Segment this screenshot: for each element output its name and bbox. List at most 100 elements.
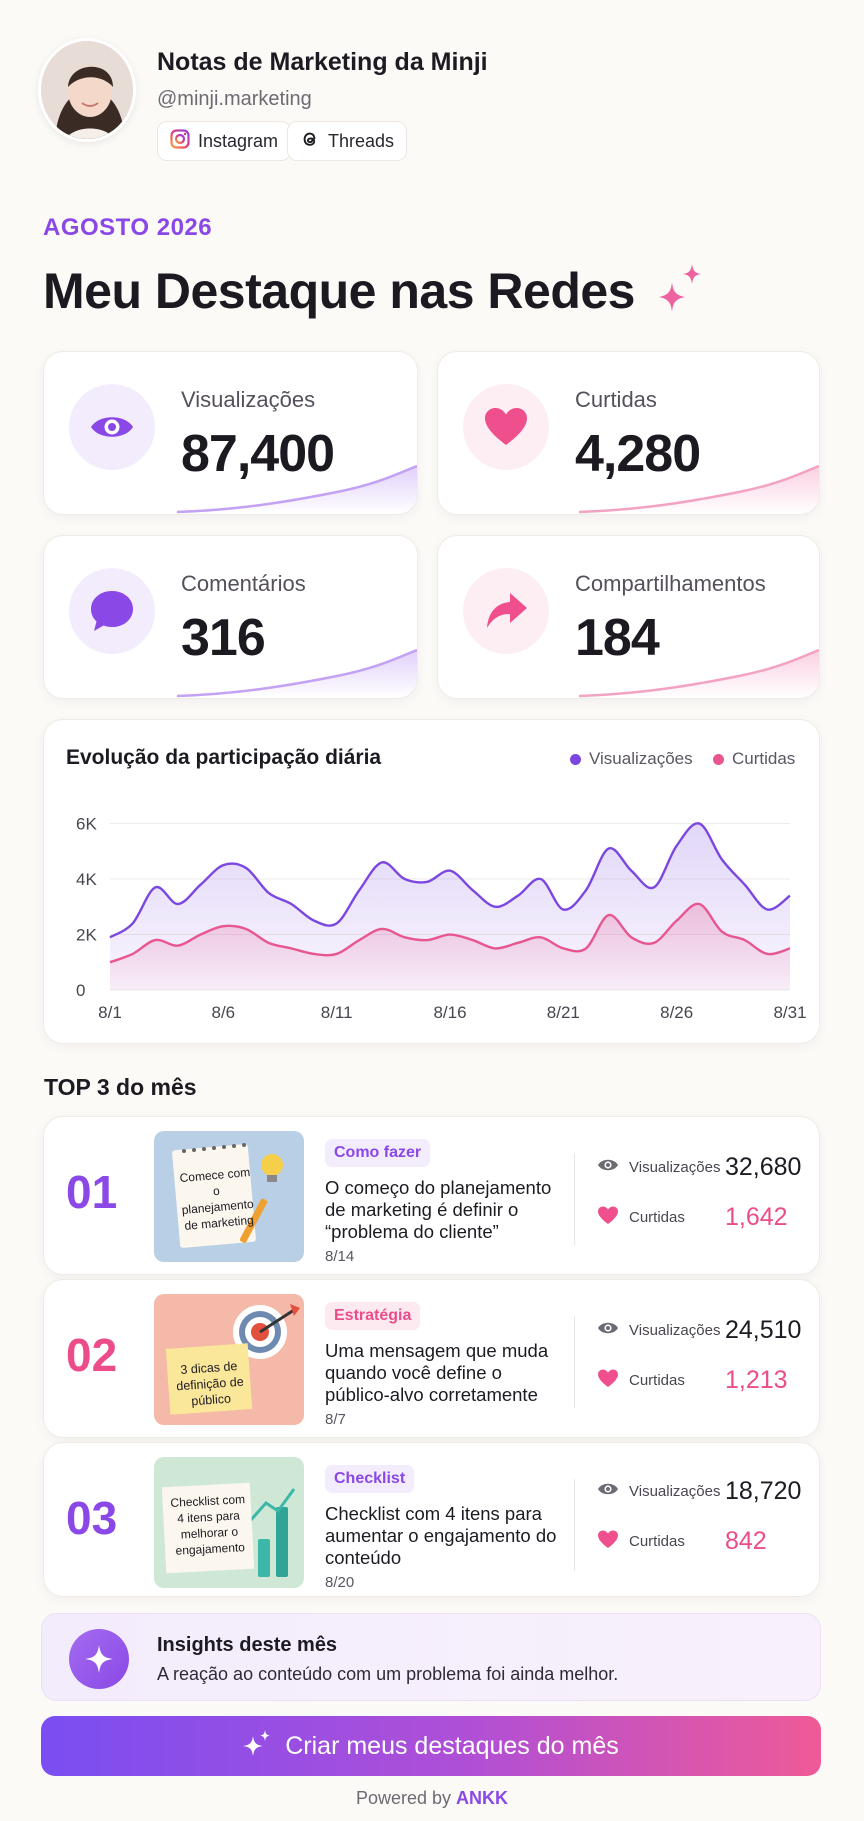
page-title-text: Meu Destaque nas Redes	[43, 263, 635, 320]
cta-label: Criar meus destaques do mês	[285, 1731, 619, 1760]
thumbnail-caption: Checklist com 4 itens para melhorar o en…	[170, 1492, 246, 1558]
sparkle-icon	[69, 1629, 129, 1689]
post-date: 8/20	[325, 1574, 355, 1591]
likes-stat: Curtidas 1,642	[597, 1203, 788, 1232]
thumbnail-caption: 3 dicas de definição de público	[175, 1359, 245, 1409]
top-item-card[interactable]: 03 Checklist com 4 itens para melhorar o…	[43, 1442, 820, 1597]
legend-item-likes: Curtidas	[713, 749, 795, 769]
likes-label: Curtidas	[629, 1209, 685, 1226]
post-thumbnail: Comece com o planejamento de marketing	[154, 1131, 304, 1262]
category-tag: Checklist	[325, 1465, 415, 1493]
instagram-link[interactable]: Instagram	[157, 121, 292, 161]
series-line-likes	[109, 902, 791, 964]
heart-icon	[597, 1529, 619, 1554]
legend-label: Visualizações	[589, 749, 693, 768]
x-tick-label: 8/26	[660, 1003, 693, 1022]
likes-value: 842	[725, 1527, 767, 1555]
powered-by: Powered by ANKK	[0, 1788, 864, 1809]
legend-label: Curtidas	[732, 749, 796, 768]
metric-card-likes: Curtidas 4,280	[437, 351, 820, 515]
threads-icon	[300, 129, 320, 154]
heart-icon	[597, 1368, 619, 1393]
likes-label: Curtidas	[629, 1372, 685, 1389]
post-date: 8/14	[325, 1248, 355, 1265]
threads-link[interactable]: Threads	[287, 121, 408, 161]
insight-title: Insights deste mês	[157, 1634, 338, 1656]
y-tick-label: 2K	[76, 926, 97, 945]
heart-icon	[463, 384, 549, 470]
insight-panel: Insights deste mês A reação ao conteúdo …	[41, 1613, 821, 1701]
profile-handle: @minji.marketing	[157, 88, 312, 110]
y-tick-label: 0	[76, 981, 85, 1000]
metric-label: Curtidas	[575, 387, 657, 412]
likes-label: Curtidas	[629, 1533, 685, 1550]
series-line-views	[109, 822, 791, 939]
x-tick-label: 8/21	[547, 1003, 580, 1022]
legend-dot	[713, 753, 724, 765]
chat-bubble-icon	[69, 568, 155, 654]
profile-name: Notas de Marketing da Minji	[157, 48, 488, 76]
report-month: AGOSTO 2026	[43, 214, 213, 241]
eye-icon	[597, 1157, 619, 1178]
legend-dot	[570, 753, 581, 765]
chart-title: Evolução da participação diária	[66, 746, 382, 769]
eye-icon	[597, 1320, 619, 1341]
rank-number: 01	[66, 1166, 118, 1218]
y-tick-label: 6K	[76, 815, 97, 834]
post-title: O começo do planejamento de marketing é …	[325, 1177, 552, 1242]
threads-label: Threads	[328, 130, 395, 151]
rank-number: 02	[66, 1329, 118, 1381]
sparkline	[177, 464, 417, 514]
views-stat: Visualizações 32,680	[597, 1153, 801, 1182]
x-tick-label: 8/1	[98, 1003, 122, 1022]
instagram-label: Instagram	[198, 130, 279, 151]
x-tick-label: 8/31	[773, 1003, 806, 1022]
post-title: Uma mensagem que muda quando você define…	[325, 1340, 549, 1405]
y-tick-label: 4K	[76, 870, 97, 889]
views-stat: Visualizações 24,510	[597, 1316, 801, 1345]
views-label: Visualizações	[629, 1159, 721, 1176]
sparkle-icon	[243, 1729, 271, 1763]
metric-value: 4,280	[575, 425, 701, 483]
sparkline	[579, 464, 819, 514]
post-title: Checklist com 4 itens para aumentar o en…	[325, 1503, 557, 1568]
views-value: 24,510	[725, 1316, 802, 1344]
views-stat: Visualizações 18,720	[597, 1477, 801, 1506]
engagement-chart: 0 2K 4K 6K 8/1 8/6 8/11 8/16 8/21 8/26 8/31	[76, 815, 807, 1022]
sparkle-icon	[654, 262, 706, 328]
top-item-card[interactable]: 02 3 dicas de definição de público Estra…	[43, 1279, 820, 1438]
top-item-card[interactable]: 01 Comece com o planejamento de marketin…	[43, 1116, 820, 1275]
views-label: Visualizações	[629, 1322, 721, 1339]
rank-number: 03	[66, 1492, 118, 1544]
metric-label: Comentários	[181, 571, 306, 596]
thumbnail-caption: Comece com o planejamento de marketing	[179, 1165, 255, 1233]
powered-by-prefix: Powered by	[355, 1788, 452, 1808]
post-thumbnail: Checklist com 4 itens para melhorar o en…	[154, 1457, 304, 1588]
metric-label: Compartilhamentos	[575, 571, 766, 596]
brand-name[interactable]: ANKK	[456, 1788, 509, 1808]
insight-text: A reação ao conteúdo com um problema foi…	[157, 1664, 619, 1684]
create-highlights-button[interactable]: Criar meus destaques do mês	[41, 1716, 821, 1776]
x-tick-label: 8/6	[212, 1003, 236, 1022]
divider	[574, 1153, 575, 1245]
heart-icon	[597, 1205, 619, 1230]
likes-stat: Curtidas 842	[597, 1527, 767, 1556]
top-heading: TOP 3 do mês	[44, 1074, 197, 1100]
post-thumbnail: 3 dicas de definição de público	[154, 1294, 304, 1425]
share-arrow-icon	[463, 568, 549, 654]
metric-card-shares: Compartilhamentos 184	[437, 535, 820, 699]
sparkline	[579, 648, 819, 698]
metric-card-comments: Comentários 316	[43, 535, 418, 699]
page-title: Meu Destaque nas Redes	[43, 262, 706, 328]
instagram-icon	[170, 128, 190, 154]
likes-stat: Curtidas 1,213	[597, 1366, 788, 1395]
post-date: 8/7	[325, 1411, 346, 1428]
category-tag: Estratégia	[325, 1302, 421, 1330]
eye-icon	[597, 1481, 619, 1502]
likes-value: 1,642	[725, 1203, 788, 1231]
eye-icon	[69, 384, 155, 470]
divider	[574, 1479, 575, 1571]
metric-value: 87,400	[181, 425, 335, 483]
metric-card-views: Visualizações 87,400	[43, 351, 418, 515]
views-label: Visualizações	[629, 1483, 721, 1500]
